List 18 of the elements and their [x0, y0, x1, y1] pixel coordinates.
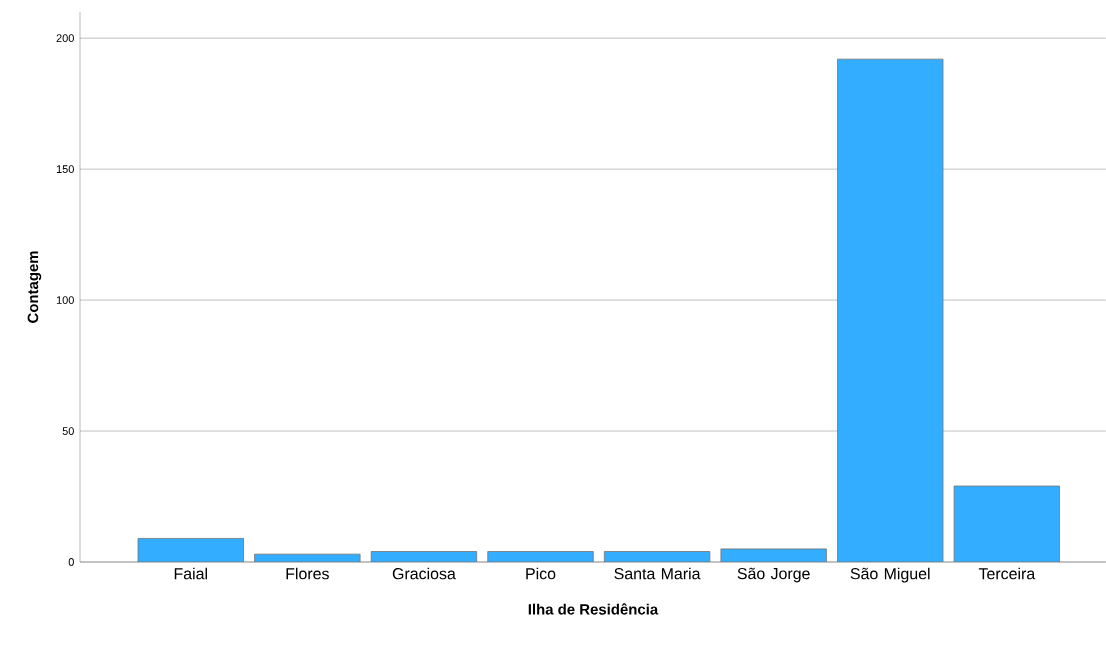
x-tick-label: Santa Maria [614, 567, 701, 580]
y-tick-label: 200 [56, 34, 74, 43]
bar [837, 58, 944, 562]
y-tick-label: 50 [62, 427, 74, 435]
x-tick-label: Pico [526, 567, 556, 580]
bar [953, 485, 1060, 562]
y-tick-label: 0 [68, 558, 74, 566]
y-tick-label: 150 [56, 165, 74, 174]
x-tick-label: São Jorge [737, 567, 810, 583]
x-tick-label: Terceira [978, 567, 1036, 580]
bar [137, 538, 244, 562]
x-axis-title: Ilha de Residência [528, 603, 659, 615]
y-tick-label: 100 [56, 296, 74, 304]
y-axis-title: Contagem [27, 251, 42, 323]
x-tick-label: Flores [286, 567, 329, 580]
x-tick-label: São Miguel [850, 567, 930, 583]
x-tick-label: Graciosa [392, 567, 456, 580]
x-tick-label: Faial [174, 567, 207, 580]
